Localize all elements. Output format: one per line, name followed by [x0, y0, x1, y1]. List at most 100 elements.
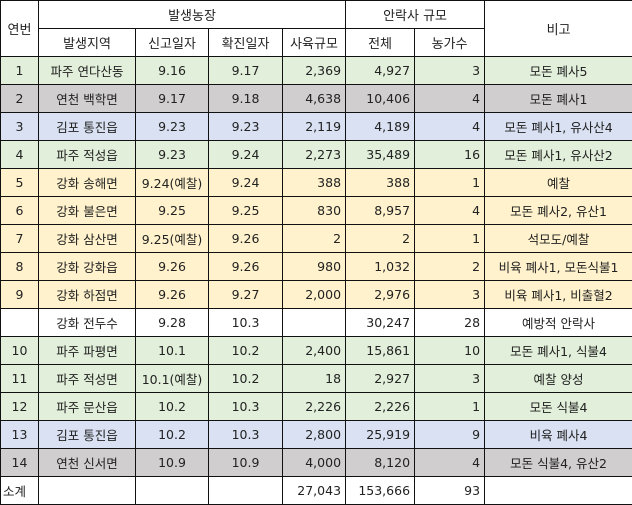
row-no: 11	[1, 365, 39, 393]
row-herd-size: 2,800	[283, 421, 346, 449]
subtotal-total: 153,666	[346, 477, 415, 505]
row-cull-farms: 4	[415, 85, 485, 113]
row-region: 강화 삼산면	[39, 225, 136, 253]
row-report-date: 9.17	[136, 85, 209, 113]
row-region: 파주 적성면	[39, 365, 136, 393]
row-no: 5	[1, 169, 39, 197]
row-report-date: 9.26	[136, 253, 209, 281]
row-region: 김포 통진읍	[39, 113, 136, 141]
row-confirm-date: 10.3	[209, 309, 283, 337]
row-report-date: 10.2	[136, 393, 209, 421]
row-no: 10	[1, 337, 39, 365]
row-cull-total: 10,406	[346, 85, 415, 113]
row-cull-total: 2	[346, 225, 415, 253]
row-herd-size: 2,226	[283, 393, 346, 421]
subtotal-confirm	[209, 477, 283, 505]
row-cull-farms: 3	[415, 365, 485, 393]
row-herd-size	[283, 309, 346, 337]
row-note: 모돈 폐사1, 유사산4	[485, 113, 632, 141]
header-report-date: 신고일자	[136, 29, 209, 57]
row-region: 연천 신서면	[39, 449, 136, 477]
row-report-date: 9.24(예찰)	[136, 169, 209, 197]
row-report-date: 9.16	[136, 57, 209, 85]
row-herd-size: 2,273	[283, 141, 346, 169]
subtotal-herd: 27,043	[283, 477, 346, 505]
row-herd-size: 2,369	[283, 57, 346, 85]
row-note: 모돈 식불4	[485, 393, 632, 421]
row-herd-size: 830	[283, 197, 346, 225]
row-region: 강화 하점면	[39, 281, 136, 309]
row-herd-size: 2	[283, 225, 346, 253]
row-region: 강화 전두수	[39, 309, 136, 337]
row-confirm-date: 10.2	[209, 337, 283, 365]
subtotal-region	[39, 477, 136, 505]
row-report-date: 10.9	[136, 449, 209, 477]
row-note: 비육 폐사1, 비출혈2	[485, 281, 632, 309]
row-no: 14	[1, 449, 39, 477]
row-herd-size: 980	[283, 253, 346, 281]
row-no	[1, 309, 39, 337]
row-cull-total: 2,927	[346, 365, 415, 393]
row-no: 2	[1, 85, 39, 113]
row-cull-total: 1,032	[346, 253, 415, 281]
row-no: 8	[1, 253, 39, 281]
row-confirm-date: 9.17	[209, 57, 283, 85]
row-cull-farms: 4	[415, 449, 485, 477]
row-cull-farms: 16	[415, 141, 485, 169]
row-no: 9	[1, 281, 39, 309]
row-no: 4	[1, 141, 39, 169]
row-herd-size: 2,119	[283, 113, 346, 141]
row-herd-size: 4,638	[283, 85, 346, 113]
row-no: 6	[1, 197, 39, 225]
row-cull-total: 4,927	[346, 57, 415, 85]
row-region: 파주 적성읍	[39, 141, 136, 169]
row-confirm-date: 9.24	[209, 141, 283, 169]
subtotal-report	[136, 477, 209, 505]
row-confirm-date: 10.2	[209, 365, 283, 393]
row-cull-farms: 4	[415, 113, 485, 141]
row-note: 모돈 폐사1, 유사산2	[485, 141, 632, 169]
row-note: 예찰	[485, 169, 632, 197]
row-note: 비육 폐사1, 모돈식불1	[485, 253, 632, 281]
row-region: 파주 연다산동	[39, 57, 136, 85]
row-report-date: 9.25(예찰)	[136, 225, 209, 253]
row-confirm-date: 10.3	[209, 393, 283, 421]
row-region: 연천 백학면	[39, 85, 136, 113]
header-herd-size: 사육규모	[283, 29, 346, 57]
subtotal-row: 소계 27,043 153,666 93	[1, 477, 632, 505]
header-farm-group: 발생농장	[39, 1, 346, 29]
row-report-date: 9.23	[136, 113, 209, 141]
header-confirm-date: 확진일자	[209, 29, 283, 57]
row-cull-total: 30,247	[346, 309, 415, 337]
header-cull-group: 안락사 규모	[346, 1, 485, 29]
row-region: 강화 송해면	[39, 169, 136, 197]
row-cull-farms: 10	[415, 337, 485, 365]
header-cull-total: 전체	[346, 29, 415, 57]
row-cull-total: 8,120	[346, 449, 415, 477]
row-report-date: 10.1	[136, 337, 209, 365]
row-cull-total: 25,919	[346, 421, 415, 449]
row-note: 비육 폐사4	[485, 421, 632, 449]
row-cull-total: 35,489	[346, 141, 415, 169]
row-cull-farms: 4	[415, 197, 485, 225]
row-cull-total: 2,226	[346, 393, 415, 421]
row-cull-farms: 28	[415, 309, 485, 337]
row-note: 예찰 양성	[485, 365, 632, 393]
row-cull-farms: 3	[415, 57, 485, 85]
subtotal-label: 소계	[1, 477, 39, 505]
row-confirm-date: 9.23	[209, 113, 283, 141]
row-confirm-date: 10.3	[209, 421, 283, 449]
row-note: 모돈 식불4, 유산2	[485, 449, 632, 477]
row-no: 13	[1, 421, 39, 449]
